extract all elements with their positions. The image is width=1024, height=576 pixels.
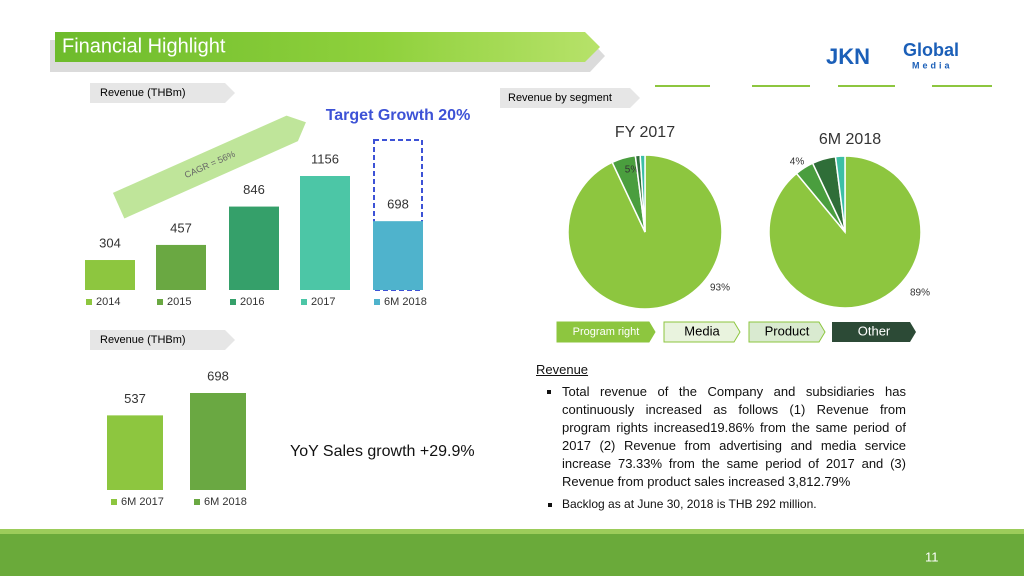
legend-label: Media: [684, 323, 720, 338]
legend-swatch: [157, 299, 163, 305]
legend-label: 2017: [311, 296, 335, 308]
legend-box: [556, 321, 656, 343]
bar: [107, 415, 163, 490]
text-heading: Revenue: [536, 362, 589, 377]
pie-label: 89%: [910, 288, 930, 299]
bar: [190, 393, 246, 490]
text-block: Revenue Total revenue of the Company and…: [536, 362, 906, 517]
legend-swatch: [86, 299, 92, 305]
tag: [90, 330, 235, 350]
value-label: 1156: [311, 151, 339, 166]
bar: [229, 206, 279, 290]
pie-title: 6M 2018: [819, 131, 881, 148]
legend-swatch: [301, 299, 307, 305]
legend-swatch: [374, 299, 380, 305]
target-text: Target Growth 20%: [326, 107, 471, 124]
bullets: Total revenue of the Company and subsidi…: [536, 383, 906, 513]
legend-label: Other: [858, 323, 891, 338]
logo-right: Global: [903, 40, 959, 60]
legend-label: Product: [765, 323, 810, 338]
value-label: 457: [170, 220, 192, 235]
value-label: 698: [207, 368, 229, 383]
logo-left: JKN: [826, 44, 870, 69]
legend-label: 2015: [167, 296, 191, 308]
legend-label: 2014: [96, 296, 120, 308]
value-label: 698: [387, 197, 409, 212]
legend-swatch: [111, 499, 117, 505]
tag-text: Revenue (THBm): [100, 334, 186, 346]
pie-label: 5%: [625, 165, 640, 176]
value-label: 537: [124, 391, 146, 406]
legend-label: Program right: [573, 326, 640, 338]
pie-title: FY 2017: [615, 124, 675, 141]
footer: [0, 534, 1024, 576]
title-bar: [55, 32, 600, 62]
value-label: 846: [243, 182, 265, 197]
tag: [500, 88, 640, 108]
legend-label: 6M 2017: [121, 496, 164, 508]
page-number: 11: [925, 549, 939, 564]
pie-label: 93%: [710, 283, 730, 294]
bullet: Backlog as at June 30, 2018 is THB 292 m…: [562, 495, 906, 513]
value-label: 304: [99, 235, 121, 250]
legend-swatch: [230, 299, 236, 305]
legend-label: 6M 2018: [384, 296, 427, 308]
bar: [156, 244, 206, 290]
cagr-banner: CAGR = 56%: [112, 115, 306, 219]
tag: [90, 83, 235, 103]
legend-box: [663, 321, 741, 343]
legend-label: 6M 2018: [204, 496, 247, 508]
pie-label: 4%: [790, 157, 805, 168]
logo-sub: Media: [912, 60, 953, 70]
pie-slice: [834, 155, 846, 233]
tag-text: Revenue (THBm): [100, 87, 186, 99]
bullet: Total revenue of the Company and subsidi…: [562, 383, 906, 491]
bar: [85, 260, 135, 290]
yoy-text: YoY Sales growth +29.9%: [290, 443, 475, 460]
target-box: [373, 139, 423, 291]
bar: [300, 176, 350, 290]
tag-text: Revenue by segment: [508, 92, 612, 104]
pie-slice: [639, 154, 646, 233]
legend-swatch: [194, 499, 200, 505]
bar: [373, 221, 423, 290]
footer-stripe: [0, 529, 1024, 535]
legend-box: [748, 321, 826, 343]
slide-title: Financial Highlight: [62, 35, 226, 57]
legend-label: 2016: [240, 296, 264, 308]
legend-box: [832, 322, 916, 342]
